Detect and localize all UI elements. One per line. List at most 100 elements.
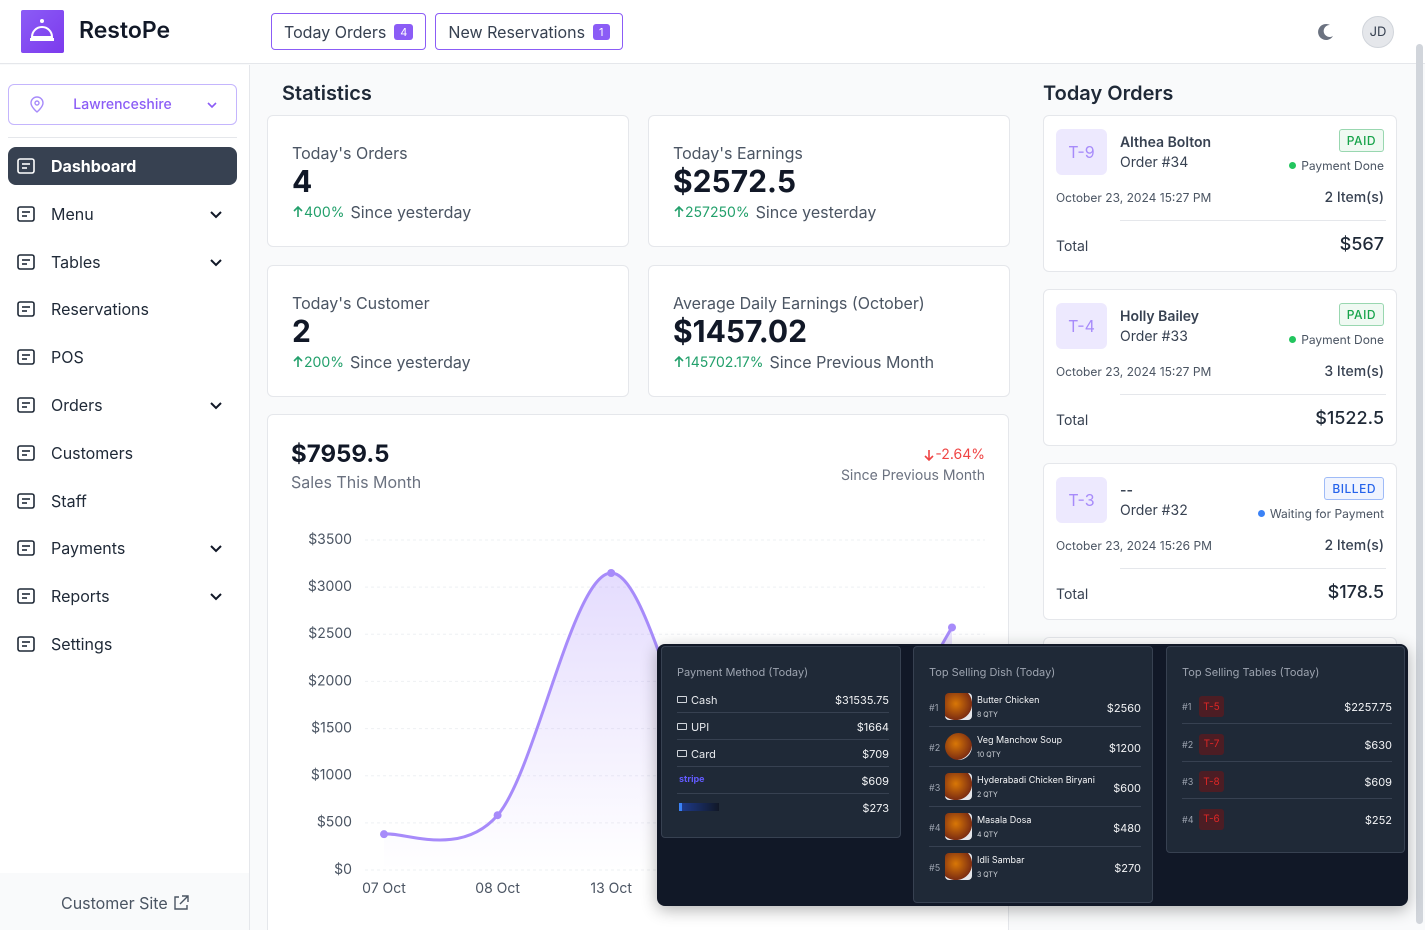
dish-qty: 3 QTY [977,870,998,879]
chart-subtitle: Sales This Month [291,472,422,492]
menu-label: Staff [51,490,87,511]
button-label: Today Orders [284,21,387,42]
menu-label: Orders [51,395,103,415]
status-note: Waiting for Payment [1257,506,1384,521]
icon-part [17,205,35,222]
today-orders-title: Today Orders [1043,81,1174,105]
button-badge: 1 [593,23,610,40]
up-arrow [293,205,303,217]
stat-change-note: Since yesterday [350,202,472,222]
stat-change-note: Since yesterday [349,352,471,372]
sidebar [0,65,250,930]
order-total: $1522.5 [1315,408,1384,429]
stat-change-note: Since yesterday [755,202,877,222]
chart-change-value: -2.64% [935,446,985,463]
customer-name: -- [1120,482,1134,499]
table-rank: #1 [1182,702,1192,713]
dish-qty: 10 QTY [977,750,1001,759]
menu-label: POS [51,347,84,368]
stat-change: 257250% Since yesterday [673,202,876,222]
payment-amount: $273 [862,801,889,815]
up-arrow [293,355,303,367]
menu-icon [17,253,35,270]
icon-part [1318,23,1333,40]
location-select[interactable]: Lawrenceshire [8,84,237,125]
table-name: T-9 [1068,142,1095,162]
dish-name: Butter Chicken [977,695,1040,706]
location-chevron [207,102,217,109]
stat-label: Today's Earnings [673,143,803,163]
dish-image [945,733,972,760]
summary-panel: Top Selling Dish (Today) #1 Butter Chicken… [913,646,1153,903]
icon-part [210,593,222,601]
menu-item[interactable]: Orders [8,386,237,424]
order-total: $567 [1339,234,1384,255]
stat-card: Today's Customer 2 200% Since yesterday [267,265,629,397]
menu-item[interactable]: Dashboard [8,147,237,185]
dish-image [945,813,972,840]
menu-item[interactable]: Reservations [8,290,237,328]
stat-card: Today's Orders 4 400% Since yesterday [267,115,629,247]
dish-name: Idli Sambar [977,855,1025,866]
stat-label: Today's Customer [292,293,430,313]
menu-item[interactable]: Settings [8,625,237,663]
menu-chevron [210,211,222,219]
header-button[interactable]: New Reservations 1 [435,13,623,50]
customer-site-link[interactable]: Customer Site [61,893,190,913]
menu-label: Dashboard [51,156,137,176]
dish-rank: #5 [929,863,941,874]
order-date: October 23, 2024 15:27 PM [1056,190,1212,205]
avatar[interactable]: JD [1362,16,1394,48]
table-rank: #2 [1182,739,1194,751]
stat-change: 400% Since yesterday [292,202,471,222]
status-note-text: Payment Done [1301,332,1384,347]
menu-icon [17,205,35,222]
header-buttons: Today Orders 4 New Reservations 1 [271,13,623,50]
table-amount: $252 [1364,812,1392,827]
logo-icon [30,19,54,41]
header-button[interactable]: Today Orders 4 [271,13,427,50]
stat-change-value: 200% [292,354,344,371]
avatar-initials: JD [1369,24,1387,40]
table-badge: T-7 [1199,733,1224,755]
order-card[interactable]: T-3 -- Order #32 BILLED Waiting for Payment O… [1043,463,1397,620]
payment-icon [677,723,687,730]
menu-label: Customers [51,442,134,463]
dish-row: #3 Hyderabadi Chicken Biryani 2 QTY $600 [929,771,1141,807]
table-name: T-7 [1203,738,1220,750]
location-icon [30,96,44,113]
menu-icon [17,492,35,509]
icon-part [674,355,684,367]
table-badge: T-8 [1199,771,1224,792]
status-note-text: Payment Done [1301,158,1384,173]
order-number: Order #33 [1120,328,1188,345]
payment-icon [677,696,687,703]
menu-icon [17,158,35,174]
dish-amount: $1200 [1108,741,1141,755]
table-name: T-5 [1203,700,1220,713]
order-card[interactable]: T-9 Althea Bolton Order #34 PAID Payment Don… [1043,115,1397,272]
order-divider [1120,220,1386,221]
dish-name: Hyderabadi Chicken Biryani [977,775,1095,786]
stat-value: $2572.5 [673,164,797,200]
dish-row: #1 Butter Chicken 8 QTY $2560 [929,691,1141,727]
icon-part [674,205,684,217]
icon-part [30,26,54,38]
button-label: New Reservations [448,21,586,42]
payment-method: Cash [691,693,718,707]
payment-row: $273 [677,801,889,821]
order-card[interactable]: T-4 Holly Bailey Order #33 PAID Payment Done… [1043,289,1397,446]
table-name: T-8 [1203,775,1220,788]
menu-item[interactable]: POS [8,338,237,376]
menu-item[interactable]: Payments [8,529,237,567]
dish-image [945,693,972,720]
menu-item[interactable]: Customers [8,434,237,472]
menu-item[interactable]: Tables [8,243,237,281]
menu-item[interactable]: Reports [8,577,237,615]
payment-method: stripe [679,774,705,785]
table-rank: #3 [1182,777,1194,788]
menu-item[interactable]: Staff [8,482,237,520]
menu-item[interactable]: Menu [8,195,237,233]
icon-part [17,301,35,318]
